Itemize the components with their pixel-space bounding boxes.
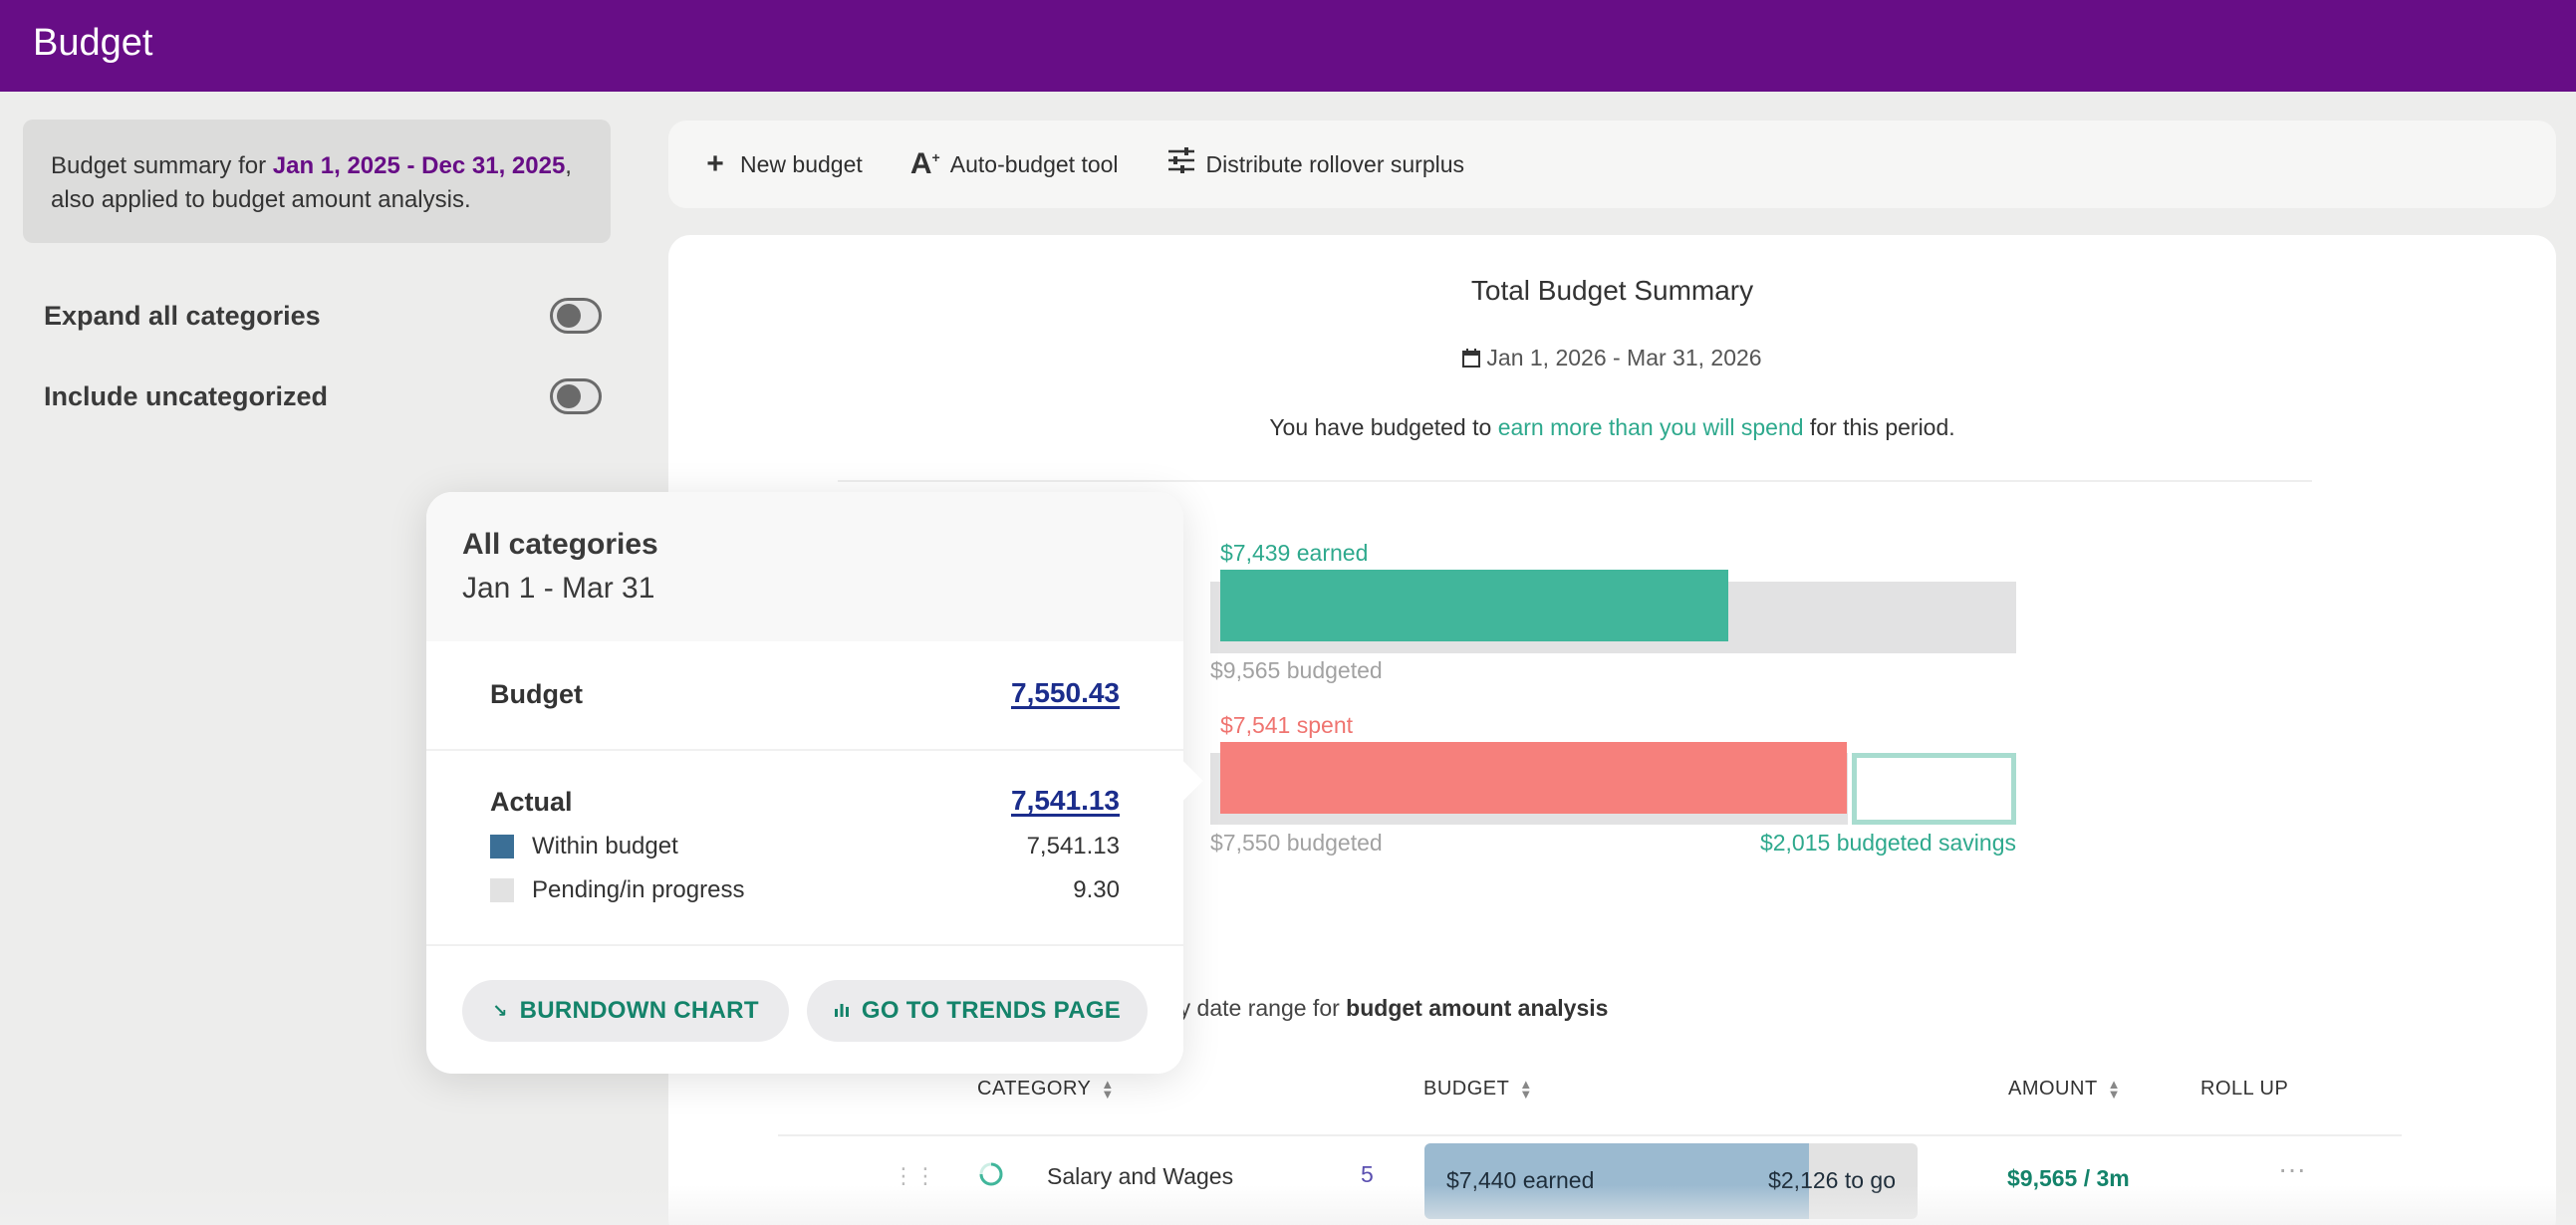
income-budgeted-label: $9,565 budgeted [1210,657,1383,683]
header-rollup: ROLL UP [2200,1078,2288,1101]
drag-handle-icon[interactable]: ⋮⋮ [893,1163,936,1188]
app-header: Budget [0,0,2576,92]
popover-separator [426,944,1183,946]
expense-spent-bar[interactable] [1220,742,1847,814]
within-budget-swatch [490,835,514,858]
analysis-note: ry date range for budget amount analysis [1171,995,1608,1022]
row-category-name[interactable]: Salary and Wages [1047,1163,1234,1189]
arrow-down-right-icon: ↘ [492,1000,508,1021]
earned-label: $7,439 earned [1220,540,1369,566]
summary-date-text: Jan 1, 2026 - Mar 31, 2026 [1486,345,1762,370]
header-budget-label: BUDGET [1423,1078,1510,1100]
bottom-fade [0,1185,2576,1225]
spent-label: $7,541 spent [1220,712,1354,738]
sort-icon: ▲ ▼ [1101,1076,1115,1102]
header-budget[interactable]: BUDGET ▲ ▼ [1423,1078,1533,1101]
msg-highlight: earn more than you will spend [1497,414,1804,440]
popover-budget-value[interactable]: 7,550.43 [1011,677,1120,708]
bar-chart-icon [834,1001,850,1022]
auto-budget-button[interactable]: A+ Auto-budget tool [910,147,1119,181]
legend-pending: Pending/in progress 9.30 [490,876,1120,904]
pending-value: 9.30 [1073,876,1120,903]
category-spinner-icon [978,1161,1004,1193]
popover-title: All categories [462,528,658,561]
auto-budget-label: Auto-budget tool [949,150,1119,177]
savings-label: $2,015 budgeted savings [1759,830,2016,856]
trends-page-button[interactable]: GO TO TRENDS PAGE [807,980,1148,1042]
category-popover: All categories Jan 1 - Mar 31 Budget 7,5… [426,492,1203,1074]
new-budget-button[interactable]: + New budget [700,147,863,181]
header-amount-label: AMOUNT [2008,1078,2098,1100]
msg-suffix: for this period. [1803,414,1955,440]
burndown-chart-label: BURNDOWN CHART [519,997,759,1024]
auto-budget-icon: A+ [909,147,940,180]
include-uncategorized-toggle[interactable] [550,378,602,414]
sliders-icon [1166,147,1196,181]
row-more-icon[interactable]: ··· [2278,1153,2306,1184]
popover-period: Jan 1 - Mar 31 [462,572,655,605]
pending-swatch [490,878,514,902]
sort-icon: ▲ ▼ [1519,1076,1533,1102]
msg-prefix: You have budgeted to [1269,414,1498,440]
new-budget-label: New budget [740,150,863,177]
header-amount[interactable]: AMOUNT ▲ ▼ [2008,1078,2121,1101]
distribute-surplus-button[interactable]: Distribute rollover surplus [1166,147,1464,181]
trends-page-label: GO TO TRENDS PAGE [861,997,1122,1024]
pending-label: Pending/in progress [532,876,745,903]
calendar-icon [1462,347,1481,373]
table-divider [778,1134,2402,1136]
popover-header: All categories Jan 1 - Mar 31 [426,492,1183,641]
savings-box[interactable] [1852,753,2016,825]
header-category-label: CATEGORY [977,1078,1092,1100]
include-uncategorized-label: Include uncategorized [44,380,329,411]
popover-actual-label: Actual [490,787,573,817]
within-budget-label: Within budget [532,833,678,859]
budget-summary-note: Budget summary for Jan 1, 2025 - Dec 31,… [23,120,611,243]
income-earned-bar[interactable] [1220,570,1728,641]
analysis-middle: date range for [1190,995,1347,1021]
divider [838,480,2312,482]
row-transaction-count[interactable]: 5 [1361,1161,1374,1187]
note-prefix: Budget summary for [51,152,273,179]
popover-separator [426,749,1183,751]
toolbar: + New budget A+ Auto-budget tool Distrib… [668,121,2556,208]
expand-all-label: Expand all categories [44,300,321,331]
header-rollup-label: ROLL UP [2200,1078,2289,1100]
popover-actual-value[interactable]: 7,541.13 [1011,785,1120,816]
analysis-bold: budget amount analysis [1346,995,1609,1021]
page-title: Budget [33,22,153,64]
header-category[interactable]: CATEGORY ▲ ▼ [977,1078,1115,1101]
burndown-chart-button[interactable]: ↘ BURNDOWN CHART [462,980,789,1042]
summary-title: Total Budget Summary [1470,275,1754,306]
sort-icon: ▲ ▼ [2107,1076,2122,1102]
include-uncategorized-row: Include uncategorized [44,375,602,417]
expand-all-toggle[interactable] [550,298,602,334]
note-suffix: , also applied to budget amount analysis… [51,152,572,213]
distribute-surplus-label: Distribute rollover surplus [1205,150,1465,177]
expand-all-row: Expand all categories [44,295,602,337]
legend-within-budget: Within budget 7,541.13 [490,833,1120,860]
summary-date[interactable]: Jan 1, 2026 - Mar 31, 2026 [668,345,2556,373]
summary-message: You have budgeted to earn more than you … [668,414,2556,441]
popover-budget-label: Budget [490,679,583,709]
within-budget-value: 7,541.13 [1026,833,1120,859]
expense-budgeted-label: $7,550 budgeted [1210,830,1383,856]
note-range[interactable]: Jan 1, 2025 - Dec 31, 2025 [272,152,566,179]
plus-icon: + [706,147,724,180]
